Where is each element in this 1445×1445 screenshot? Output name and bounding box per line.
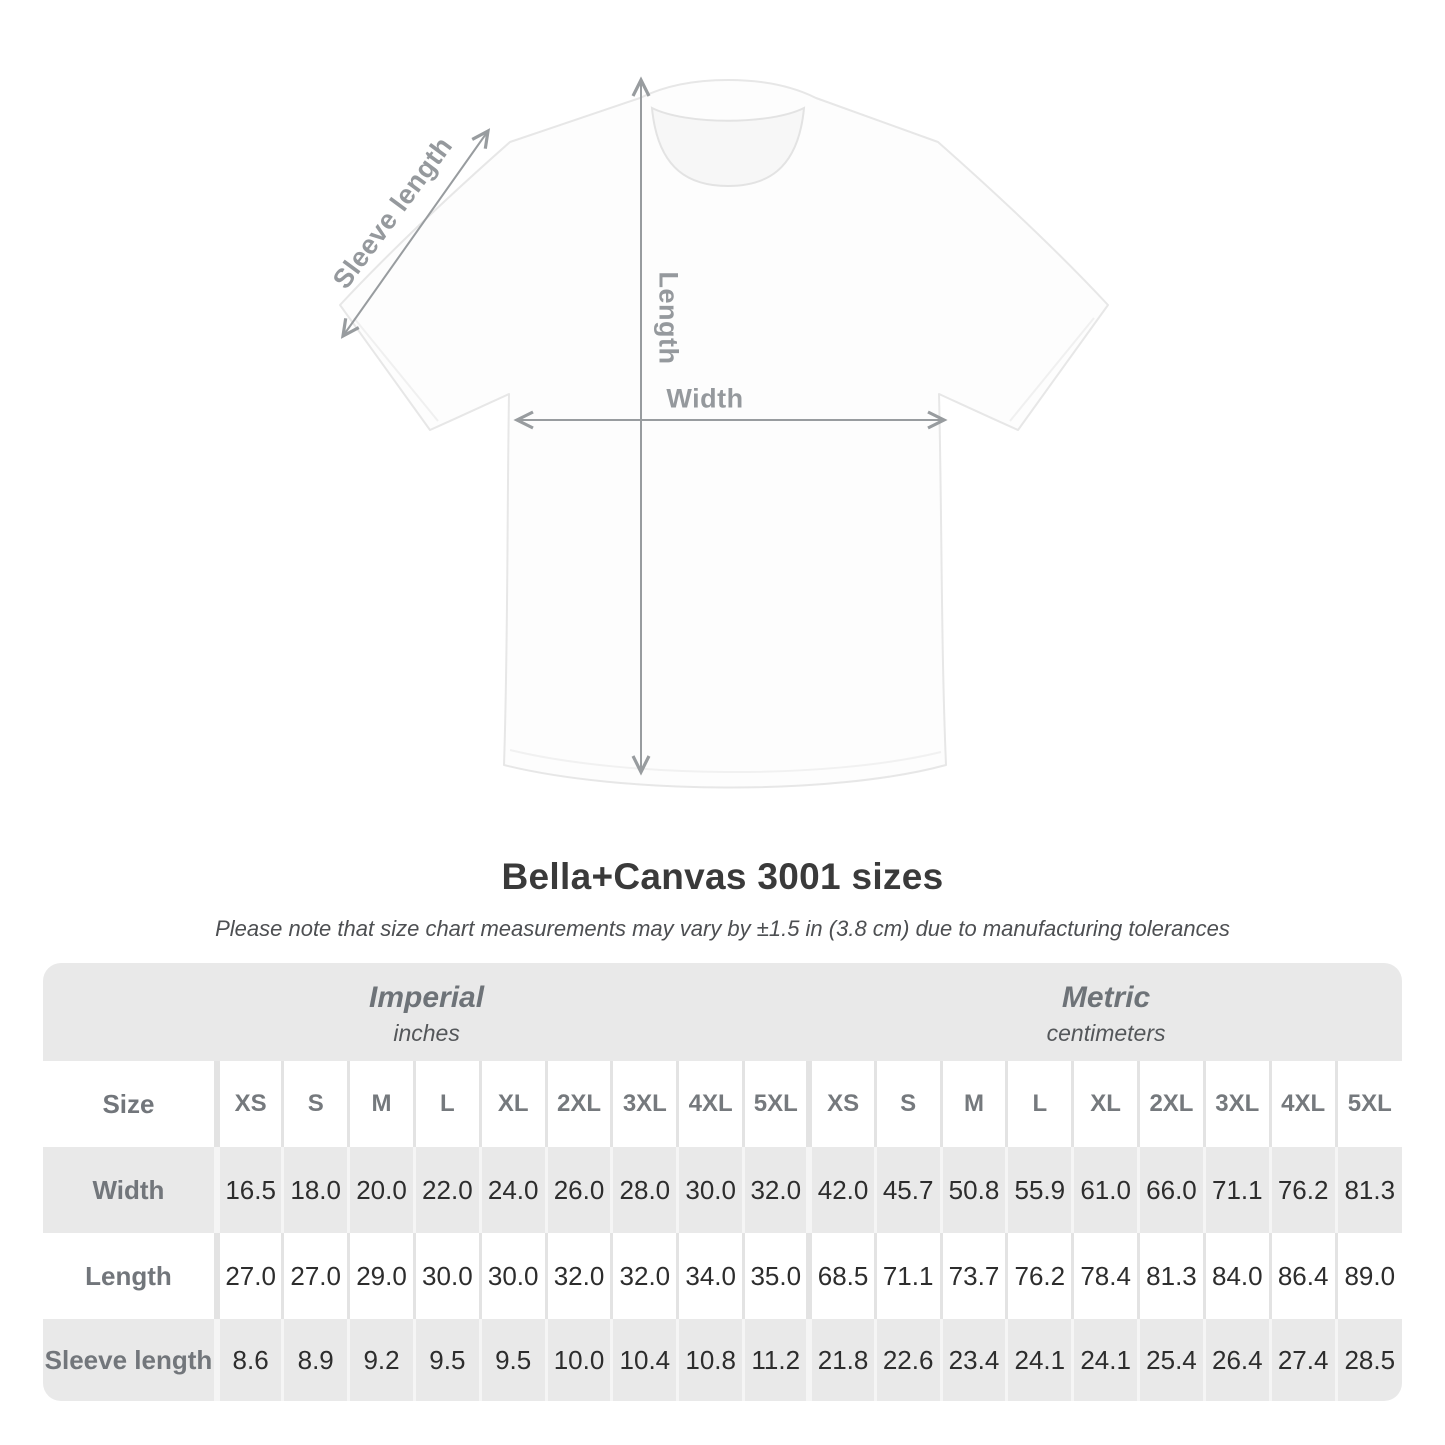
- value-cell: 35.0: [742, 1233, 810, 1319]
- value-cell: 81.3: [1137, 1233, 1205, 1319]
- value-cell: 28.0: [610, 1147, 678, 1233]
- value-cell: 10.4: [610, 1319, 678, 1401]
- value-cell: 22.0: [412, 1147, 481, 1233]
- value-cell: 61.0: [1071, 1147, 1139, 1233]
- value-cell: 24.1: [1005, 1319, 1073, 1401]
- value-cell: 16.5: [213, 1147, 283, 1233]
- value-cell: 68.5: [806, 1233, 876, 1319]
- tshirt-image: [339, 76, 1109, 789]
- value-cell: 20.0: [347, 1147, 415, 1233]
- value-cell: 27.0: [281, 1233, 349, 1319]
- value-cell: 76.2: [1268, 1147, 1337, 1233]
- size-col-3xl: 3XL: [1202, 1061, 1271, 1147]
- metric-group-header: Metric centimeters: [810, 963, 1402, 1061]
- value-cell: 18.0: [281, 1147, 349, 1233]
- value-cell: 10.8: [676, 1319, 744, 1401]
- value-cell: 9.5: [412, 1319, 481, 1401]
- value-cell: 26.4: [1202, 1319, 1271, 1401]
- row-label: Width: [92, 1174, 165, 1205]
- size-col-xs: XS: [806, 1061, 876, 1147]
- size-col-4xl: 4XL: [1268, 1061, 1337, 1147]
- value-cell: 26.0: [544, 1147, 612, 1233]
- table-row: Length 27.0 27.0 29.0 30.0 30.0 32.0 32.0 34.0 35…: [43, 1233, 1402, 1319]
- size-table: Imperial inches Metric centimeters Size X…: [43, 963, 1402, 1401]
- value-cell: 32.0: [544, 1233, 612, 1319]
- table-row: Width 16.5 18.0 20.0 22.0 24.0 26.0 28.0 30.0 32.…: [43, 1147, 1402, 1233]
- value-cell: 24.0: [478, 1147, 547, 1233]
- unit-header-band: Imperial inches Metric centimeters: [43, 963, 1402, 1061]
- value-cell: 66.0: [1137, 1147, 1205, 1233]
- value-cell: 10.0: [544, 1319, 612, 1401]
- value-cell: 28.5: [1334, 1319, 1402, 1401]
- tolerance-note: Please note that size chart measurements…: [215, 916, 1230, 941]
- value-cell: 89.0: [1334, 1233, 1402, 1319]
- value-cell: 9.5: [478, 1319, 547, 1401]
- value-cell: 81.3: [1334, 1147, 1402, 1233]
- value-cell: 71.1: [873, 1233, 942, 1319]
- value-cell: 50.8: [939, 1147, 1007, 1233]
- table-row: Sleeve length 8.6 8.9 9.2 9.5 9.5 10.0 10.4 10.8…: [43, 1319, 1402, 1401]
- size-header-row: Size XS S M L XL 2XL 3XL 4XL 5XL XS S M L XL 2XL 3XL 4XL 5…: [43, 1061, 1402, 1147]
- value-cell: 25.4: [1137, 1319, 1205, 1401]
- size-col-2xl: 2XL: [1137, 1061, 1205, 1147]
- size-col-2xl: 2XL: [544, 1061, 612, 1147]
- value-cell: 32.0: [610, 1233, 678, 1319]
- value-cell: 8.9: [281, 1319, 349, 1401]
- size-col-5xl: 5XL: [1334, 1061, 1402, 1147]
- value-cell: 42.0: [806, 1147, 876, 1233]
- value-cell: 30.0: [676, 1147, 744, 1233]
- size-col-l: L: [1005, 1061, 1073, 1147]
- value-cell: 23.4: [939, 1319, 1007, 1401]
- size-col-xl: XL: [1071, 1061, 1139, 1147]
- row-label: Length: [85, 1260, 172, 1291]
- size-data-table: Size XS S M L XL 2XL 3XL 4XL 5XL XS S M L XL 2XL 3XL 4XL 5…: [43, 1061, 1402, 1401]
- value-cell: 29.0: [347, 1233, 415, 1319]
- value-cell: 30.0: [478, 1233, 547, 1319]
- value-cell: 73.7: [939, 1233, 1007, 1319]
- value-cell: 45.7: [873, 1147, 942, 1233]
- tshirt-silhouette: [339, 79, 1109, 789]
- value-cell: 8.6: [213, 1319, 283, 1401]
- value-cell: 78.4: [1071, 1233, 1139, 1319]
- value-cell: 27.0: [213, 1233, 283, 1319]
- value-cell: 27.4: [1268, 1319, 1337, 1401]
- value-cell: 84.0: [1202, 1233, 1271, 1319]
- size-col-xs: XS: [213, 1061, 283, 1147]
- size-col-m: M: [939, 1061, 1007, 1147]
- size-col-s: S: [281, 1061, 349, 1147]
- size-col-xl: XL: [478, 1061, 547, 1147]
- page-title: Bella+Canvas 3001 sizes: [501, 856, 944, 897]
- size-col-m: M: [347, 1061, 415, 1147]
- value-cell: 22.6: [873, 1319, 942, 1401]
- tshirt-diagram: Sleeve length Length Width: [327, 76, 1109, 789]
- imperial-group-header: Imperial inches: [43, 963, 810, 1061]
- metric-title: Metric: [1061, 981, 1151, 1014]
- size-header: Size: [102, 1088, 155, 1119]
- value-cell: 24.1: [1071, 1319, 1139, 1401]
- imperial-title: Imperial: [369, 981, 485, 1014]
- size-col-3xl: 3XL: [610, 1061, 678, 1147]
- metric-unit: centimeters: [1046, 1020, 1166, 1046]
- size-col-l: L: [412, 1061, 481, 1147]
- value-cell: 11.2: [742, 1319, 810, 1401]
- value-cell: 21.8: [806, 1319, 876, 1401]
- value-cell: 30.0: [412, 1233, 481, 1319]
- value-cell: 76.2: [1005, 1233, 1073, 1319]
- value-cell: 86.4: [1268, 1233, 1337, 1319]
- value-cell: 55.9: [1005, 1147, 1073, 1233]
- width-label: Width: [666, 383, 744, 414]
- size-col-4xl: 4XL: [676, 1061, 744, 1147]
- length-label: Length: [653, 271, 684, 365]
- value-cell: 34.0: [676, 1233, 744, 1319]
- size-col-5xl: 5XL: [742, 1061, 810, 1147]
- collar: [650, 106, 806, 188]
- row-label: Sleeve length: [44, 1344, 213, 1375]
- value-cell: 32.0: [742, 1147, 810, 1233]
- value-cell: 9.2: [347, 1319, 415, 1401]
- value-cell: 71.1: [1202, 1147, 1271, 1233]
- sleeve-length-arrow: [340, 128, 491, 339]
- size-col-s: S: [873, 1061, 942, 1147]
- imperial-unit: inches: [393, 1020, 460, 1046]
